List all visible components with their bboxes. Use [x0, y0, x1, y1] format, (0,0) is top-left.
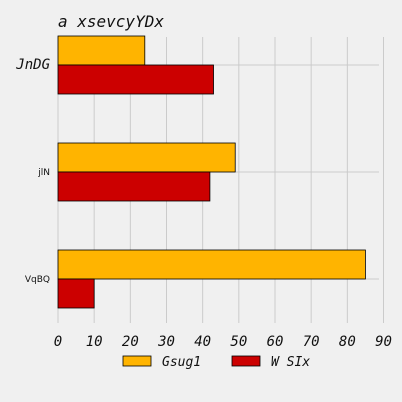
legend: Gsug1 W SIx — [122, 355, 310, 370]
legend-swatch — [122, 355, 152, 367]
bar-w-six-jln — [57, 171, 211, 202]
legend-label: Gsug1 — [162, 355, 201, 370]
x-axis-labels: 0 10 20 30 40 50 60 70 80 90 — [54, 334, 392, 350]
bars — [57, 35, 366, 309]
chart-title: a xsevcyYDx — [58, 12, 164, 31]
y-tick-label: JnDG — [15, 57, 50, 73]
x-tick-label: 70 — [303, 334, 320, 350]
legend-swatch — [231, 355, 261, 367]
x-tick-label: 0 — [54, 334, 62, 350]
x-tick-label: 80 — [339, 334, 356, 350]
x-tick-label: 50 — [230, 334, 247, 350]
x-tick-label: 10 — [86, 334, 103, 350]
bar-w-six-jndg — [57, 64, 214, 95]
x-tick-label: 60 — [267, 334, 284, 350]
x-tick-label: 20 — [122, 334, 139, 350]
bar-w-six-vqbq — [57, 278, 95, 309]
legend-item: Gsug1 — [122, 355, 201, 370]
y-tick-label: VqBQ — [25, 275, 50, 285]
bar-gsug1-jln — [57, 142, 236, 173]
legend-item: W SIx — [231, 355, 310, 370]
x-tick-label: 40 — [194, 334, 211, 350]
y-axis-labels: JnDG jlN VqBQ — [15, 57, 50, 285]
x-tick-label: 90 — [375, 334, 392, 350]
bar-gsug1-vqbq — [57, 249, 366, 280]
legend-label: W SIx — [271, 355, 310, 370]
x-tick-label: 30 — [157, 334, 175, 350]
y-tick-label: jlN — [37, 168, 50, 178]
bar-gsug1-jndg — [57, 35, 146, 66]
